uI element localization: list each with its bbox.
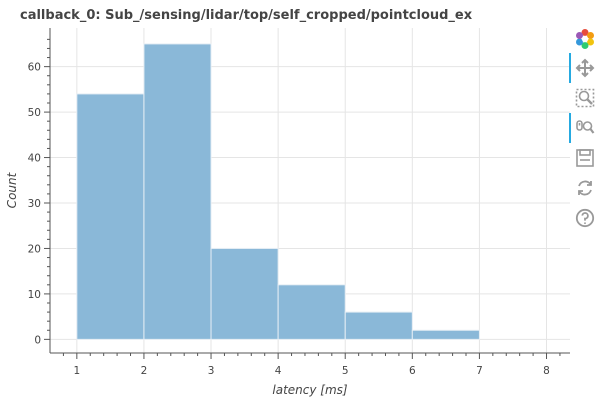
wheel-zoom-icon[interactable] (572, 115, 598, 141)
help-icon[interactable] (572, 205, 598, 231)
histogram-bar-6 (411, 329, 480, 340)
x-axis-label: latency [ms] (272, 383, 348, 397)
wheel-zoom-active-indicator (569, 113, 571, 143)
bokeh-logo-icon (572, 26, 598, 52)
chart-title: callback_0: Sub_/sensing/lidar/top/self_… (20, 8, 473, 23)
x-tick-label: 8 (543, 365, 550, 377)
reset-icon[interactable] (572, 175, 598, 201)
histogram-bar-1 (76, 93, 145, 340)
pan-icon[interactable] (572, 55, 598, 81)
y-tick-label: 60 (28, 62, 41, 74)
histogram-bar-5 (344, 311, 413, 340)
y-tick-label: 50 (28, 107, 41, 119)
y-tick-label: 10 (28, 289, 41, 301)
pan-active-indicator (569, 53, 571, 83)
x-tick-label: 5 (342, 365, 349, 377)
x-tick-label: 3 (208, 365, 215, 377)
y-axis-label: Count (5, 171, 19, 208)
y-tick-label: 40 (28, 153, 41, 165)
histogram-bar-2 (143, 43, 212, 340)
box-zoom-icon[interactable] (572, 85, 598, 111)
x-tick-label: 1 (73, 365, 80, 377)
save-icon[interactable] (572, 145, 598, 171)
x-tick-label: 2 (141, 365, 148, 377)
y-tick-label: 0 (34, 334, 41, 346)
x-tick-label: 7 (476, 365, 483, 377)
plot-toolbar (568, 24, 600, 244)
histogram-bar-3 (210, 247, 279, 340)
y-tick-label: 20 (28, 243, 41, 255)
x-tick-label: 4 (275, 365, 282, 377)
y-tick-label: 30 (28, 198, 41, 210)
x-tick-label: 6 (409, 365, 416, 377)
histogram-bar-4 (277, 284, 346, 340)
